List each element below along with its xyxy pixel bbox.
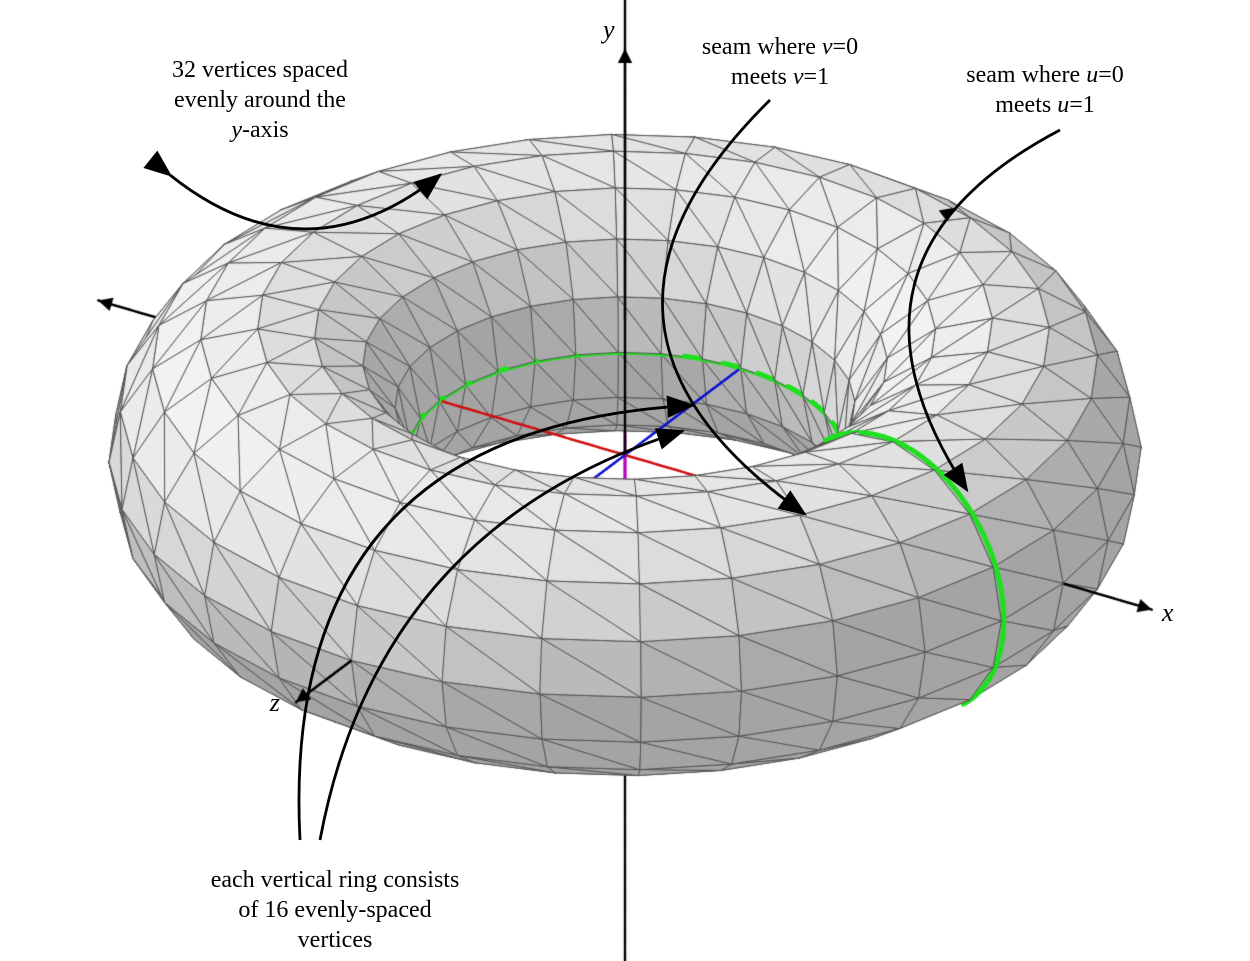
axis-label-y: y — [603, 15, 615, 45]
annotation-seam-v: seam where v=0meets v=1 — [702, 32, 858, 92]
diagram-root: { "canvas": { "width": 1250, "height": 9… — [0, 0, 1250, 961]
annotation-vertical-ring: each vertical ring consistsof 16 evenly-… — [211, 865, 460, 955]
axis-label-z: z — [270, 688, 280, 718]
annotation-seam-u: seam where u=0meets u=1 — [966, 60, 1124, 120]
annotation-32-vertices: 32 vertices spacedevenly around they-axi… — [172, 55, 348, 145]
axis-label-x: x — [1162, 598, 1174, 628]
